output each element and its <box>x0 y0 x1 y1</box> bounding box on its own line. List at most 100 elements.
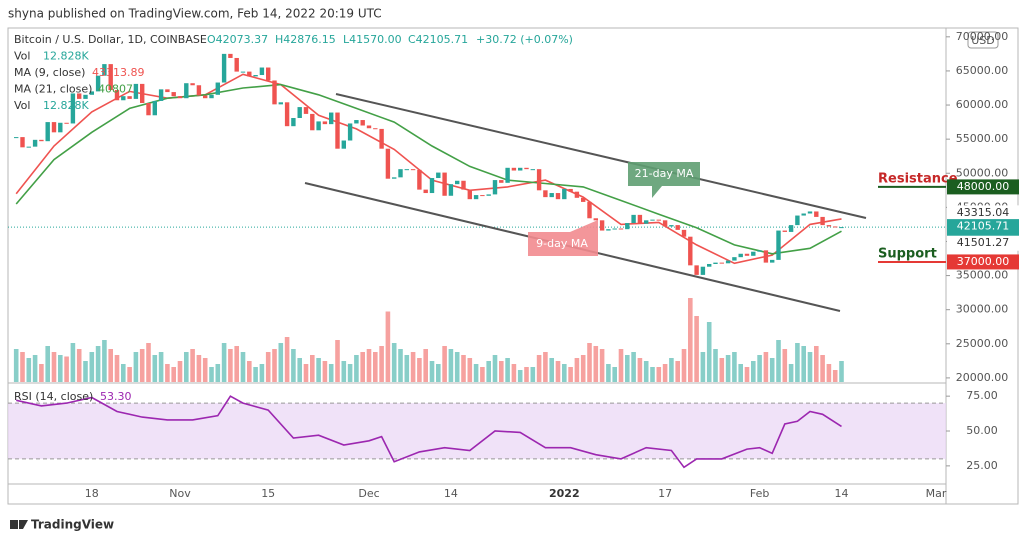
candle-body <box>530 169 535 171</box>
volume-bar <box>64 356 69 382</box>
volume-bar <box>612 367 617 382</box>
candle-body <box>45 122 50 142</box>
volume-bar <box>385 311 391 382</box>
candle-body <box>618 228 624 230</box>
candle-body <box>272 80 277 105</box>
rsi-tick-label: 75.00 <box>966 389 998 402</box>
volume-bar <box>543 352 548 382</box>
volume-bar <box>675 361 680 382</box>
candle-body <box>656 219 661 221</box>
candle-body <box>751 251 756 256</box>
candle-body <box>228 53 233 58</box>
volume-bar <box>316 358 321 382</box>
volume-bar <box>133 352 139 382</box>
volume-bar <box>89 352 95 382</box>
x-tick-label: 15 <box>261 487 275 500</box>
candle-body <box>511 167 517 171</box>
rsi-tick-label: 50.00 <box>966 424 998 437</box>
volume-bar <box>13 349 19 382</box>
volume-bar <box>599 349 605 382</box>
rsi-legend-value: 53.30 <box>100 390 132 403</box>
annotation: 9-day MA <box>536 237 588 250</box>
volume-bar <box>807 352 813 382</box>
candle-body <box>373 128 378 130</box>
volume-bar <box>593 346 599 382</box>
volume-bar <box>706 322 712 382</box>
candle-body <box>518 167 523 171</box>
volume-bar <box>625 355 630 382</box>
legend-text: Vol <box>14 99 30 112</box>
legend-text: Vol <box>14 50 30 63</box>
volume-bar <box>530 367 536 382</box>
volume-bar <box>423 349 428 382</box>
volume-bar <box>454 352 460 382</box>
rsi-band <box>8 403 946 459</box>
price-badge-label: 42105.71 <box>957 220 1010 233</box>
volume-bar <box>152 355 158 382</box>
price-badge <box>947 179 1019 195</box>
currency-box <box>967 31 999 49</box>
volume-bar <box>253 367 258 382</box>
volume-bar <box>713 349 718 382</box>
volume-bar <box>51 352 57 382</box>
volume-bar <box>366 349 372 382</box>
y-tick-label: 65000.00 <box>956 64 1009 77</box>
volume-bar <box>20 352 25 382</box>
candle-body <box>473 195 479 200</box>
candle-body <box>39 139 44 142</box>
volume-bar <box>202 358 208 382</box>
volume-bar <box>839 361 844 382</box>
volume-bar <box>688 298 693 382</box>
line <box>16 395 842 469</box>
candle-body <box>171 92 176 97</box>
volume-bar <box>505 358 510 382</box>
candle-body <box>392 177 397 179</box>
volume-bar <box>814 346 819 382</box>
volume-bar <box>45 346 50 382</box>
candle-body <box>64 122 69 124</box>
volume-bar <box>568 367 573 382</box>
volume-bar <box>32 355 38 382</box>
volume-bar <box>480 367 485 382</box>
annotation-bubble <box>628 162 700 198</box>
volume-bar <box>448 349 454 382</box>
candle-body <box>448 184 454 196</box>
volume-bar <box>108 349 113 382</box>
volume-bar <box>322 361 328 382</box>
volume-bar <box>587 343 592 382</box>
volume-bar <box>240 352 246 382</box>
candle-body <box>196 85 202 96</box>
candle-body <box>354 120 359 124</box>
candle-body <box>562 188 567 200</box>
candle-body <box>662 220 668 227</box>
candle-body <box>221 53 227 83</box>
candle-body <box>417 169 422 190</box>
volume-bar <box>656 367 662 382</box>
volume-bar <box>297 358 302 382</box>
candle-body <box>555 193 561 200</box>
candle-body <box>158 89 164 101</box>
x-tick-label: 14 <box>835 487 849 500</box>
volume-bar <box>310 355 315 382</box>
candle-body <box>486 194 491 196</box>
legend-text: C42105.71 <box>408 33 468 46</box>
candle-body <box>152 100 157 116</box>
candle-body <box>133 83 139 99</box>
volume-bar <box>763 352 769 382</box>
currency: USD <box>971 34 995 47</box>
header: shyna published on TradingView.com, Feb … <box>8 7 382 21</box>
volume-bar <box>190 349 195 382</box>
candle-body <box>725 260 731 264</box>
footer: TradingView <box>31 518 114 532</box>
volume-bar <box>177 361 183 382</box>
candle-body <box>681 229 687 237</box>
candle-body <box>549 193 554 198</box>
candle-body <box>744 253 750 256</box>
volume-bar <box>83 361 88 382</box>
volume-bar <box>826 364 832 382</box>
candle-body <box>108 64 113 91</box>
candle-body <box>801 213 806 216</box>
marks <box>8 53 946 382</box>
candle-body <box>499 180 504 183</box>
volume-bar <box>114 355 120 382</box>
